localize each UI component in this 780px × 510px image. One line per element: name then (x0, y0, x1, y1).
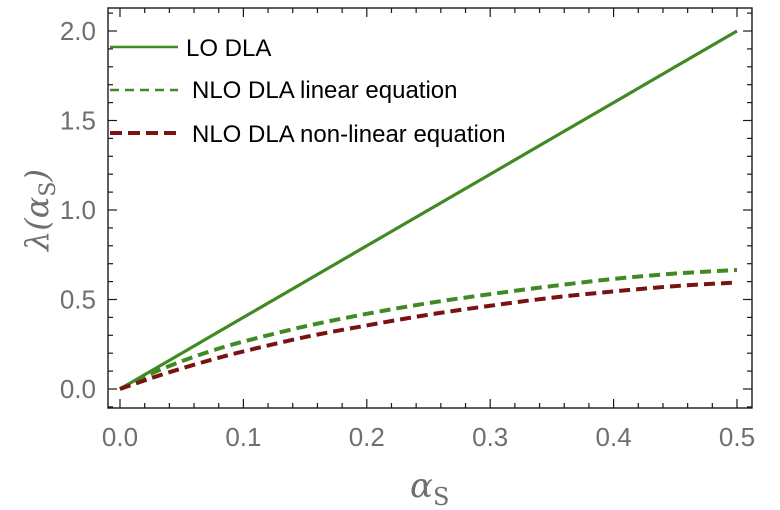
legend-label-nlo-nonlinear: NLO DLA non-linear equation (192, 121, 506, 148)
y-axis-title: λ(αS) (18, 169, 61, 253)
x-tick-label: 0.1 (225, 422, 261, 452)
y-tick-label: 0.0 (60, 374, 96, 404)
series-line-nlo-nonlinear (119, 280, 738, 391)
x-tick-label: 0.2 (349, 422, 385, 452)
ticks (108, 8, 752, 408)
x-axis-title: αS (410, 466, 449, 510)
y-tick-label: 1.5 (60, 106, 96, 136)
x-tick-label: 0.3 (472, 422, 508, 452)
series-line-nlo-linear (119, 267, 738, 391)
legend-label-lo-dla: LO DLA (186, 35, 271, 62)
x-tick-label: 0.4 (596, 422, 632, 452)
series-layer (119, 29, 738, 391)
tick-labels: 0.0 0.1 0.2 0.3 0.4 0.5 0.0 0.5 1.0 1.5 2.0 (60, 16, 755, 452)
plot-frame (107, 7, 753, 409)
x-tick-label: 0.0 (102, 422, 138, 452)
legend: LO DLA NLO DLA linear equation NLO DLA n… (110, 35, 506, 148)
y-tick-label: 2.0 (60, 16, 96, 46)
x-tick-label: 0.5 (719, 422, 755, 452)
series-line-lo-dla (119, 29, 738, 391)
y-tick-label: 0.5 (60, 285, 96, 315)
legend-label-nlo-linear: NLO DLA linear equation (192, 77, 458, 104)
y-tick-label: 1.0 (60, 195, 96, 225)
